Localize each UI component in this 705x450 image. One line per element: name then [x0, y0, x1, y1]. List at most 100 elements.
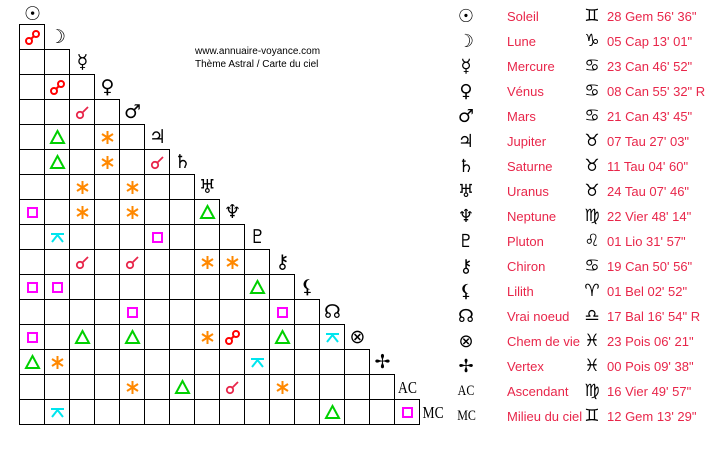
body-position: 16 Vier 49' 57"	[607, 384, 692, 399]
pisces-icon: ♓	[584, 331, 600, 351]
grid-cell	[119, 349, 145, 375]
grid-cell	[219, 274, 245, 300]
grid-cell	[294, 324, 320, 350]
grid-cell	[244, 274, 270, 300]
grid-cell	[194, 349, 220, 375]
mercury-icon: ☿	[460, 56, 472, 77]
uranus-icon: ♅	[198, 176, 217, 198]
grid-cell	[194, 324, 220, 350]
sun-icon: ☉	[23, 3, 42, 25]
body-position: 01 Bel 02' 52"	[607, 284, 688, 299]
grid-cell	[69, 74, 95, 100]
venus-icon: ♀	[100, 76, 115, 98]
grid-cell	[219, 299, 245, 325]
body-name: Uranus	[507, 184, 549, 199]
part-of-fortune-icon: ⊗	[349, 326, 366, 348]
grid-cell	[194, 399, 220, 425]
grid-cell	[69, 224, 95, 250]
pluto-icon: ♇	[248, 226, 267, 248]
grid-cell	[69, 349, 95, 375]
leo-icon: ♌	[584, 231, 600, 251]
grid-cell	[244, 299, 270, 325]
body-name: Chem de vie	[507, 334, 580, 349]
grid-cell	[19, 199, 45, 225]
grid-cell	[44, 199, 70, 225]
saturn-icon: ♄	[173, 151, 192, 173]
body-name: Saturne	[507, 159, 553, 174]
grid-cell	[319, 349, 345, 375]
grid-cell	[94, 224, 120, 250]
grid-cell	[244, 399, 270, 425]
grid-cell	[144, 299, 170, 325]
moon-icon: ☽	[48, 26, 67, 48]
grid-cell	[144, 349, 170, 375]
grid-cell	[19, 349, 45, 375]
grid-cell	[119, 199, 145, 225]
grid-cell	[119, 299, 145, 325]
body-name: Ascendant	[507, 384, 569, 399]
grid-cell	[244, 374, 270, 400]
ascendant-icon: AC	[398, 378, 417, 397]
node-icon: ☊	[458, 306, 474, 327]
grid-cell	[144, 224, 170, 250]
grid-cell	[269, 324, 295, 350]
uranus-icon: ♅	[457, 181, 475, 202]
grid-cell	[19, 249, 45, 275]
grid-cell	[319, 374, 345, 400]
grid-cell	[69, 149, 95, 175]
grid-cell	[44, 99, 70, 125]
grid-cell	[169, 199, 195, 225]
pisces-icon: ♓	[584, 356, 600, 376]
grid-cell	[344, 374, 370, 400]
grid-cell	[219, 249, 245, 275]
body-name: Lune	[507, 34, 536, 49]
midheaven-icon: MC	[457, 408, 476, 424]
vertex-icon: ✢	[458, 356, 474, 377]
grid-cell	[144, 199, 170, 225]
mars-icon: ♂	[457, 106, 475, 127]
grid-cell	[269, 399, 295, 425]
grid-cell	[344, 399, 370, 425]
body-name: Pluton	[507, 234, 544, 249]
body-name: Jupiter	[507, 134, 547, 149]
body-name: Mercure	[507, 59, 555, 74]
grid-cell	[144, 324, 170, 350]
neptune-icon: ♆	[223, 201, 242, 223]
grid-cell	[94, 374, 120, 400]
grid-cell	[69, 174, 95, 200]
grid-cell	[244, 324, 270, 350]
grid-cell	[169, 174, 195, 200]
grid-cell	[219, 324, 245, 350]
grid-cell	[294, 299, 320, 325]
cancer-icon: ♋	[584, 106, 600, 126]
grid-cell	[394, 399, 420, 425]
grid-cell	[94, 299, 120, 325]
grid-cell	[19, 49, 45, 75]
body-position: 23 Pois 06' 21"	[607, 334, 694, 349]
grid-cell	[369, 374, 395, 400]
cancer-icon: ♋	[584, 56, 600, 76]
grid-cell	[44, 399, 70, 425]
body-name: Vrai noeud	[507, 309, 570, 324]
body-name: Soleil	[507, 9, 539, 24]
grid-cell	[19, 74, 45, 100]
grid-cell	[69, 199, 95, 225]
chiron-icon: ⚷	[275, 251, 290, 273]
grid-cell	[94, 249, 120, 275]
grid-cell	[94, 174, 120, 200]
grid-cell	[69, 249, 95, 275]
grid-cell	[119, 324, 145, 350]
grid-cell	[144, 174, 170, 200]
grid-cell	[94, 399, 120, 425]
grid-cell	[119, 399, 145, 425]
neptune-icon: ♆	[457, 206, 475, 227]
grid-cell	[44, 299, 70, 325]
grid-cell	[44, 324, 70, 350]
vertex-icon: ✢	[374, 351, 391, 373]
mars-icon: ♂	[123, 101, 142, 123]
grid-cell	[194, 199, 220, 225]
grid-cell	[169, 224, 195, 250]
grid-cell	[19, 24, 45, 50]
grid-cell	[94, 324, 120, 350]
grid-cell	[69, 299, 95, 325]
